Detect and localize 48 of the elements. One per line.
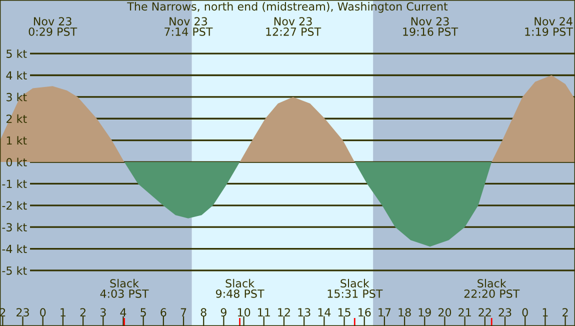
x-tick-label: 21 bbox=[458, 308, 471, 316]
y-tick-label: 2 kt bbox=[6, 114, 27, 123]
annotation: Slack 22:20 PST bbox=[464, 278, 520, 298]
x-tick-label: 9 bbox=[220, 308, 226, 317]
x-tick-label: 3 bbox=[100, 308, 106, 317]
x-tick-label: 22 bbox=[478, 308, 491, 316]
x-tick-label: 8 bbox=[200, 308, 206, 317]
annotation: Slack 9:48 PST bbox=[216, 278, 264, 298]
annotation: Nov 23 12:27 PST bbox=[266, 17, 322, 36]
x-tick-label: 6 bbox=[160, 308, 166, 317]
y-tick-label: -4 kt bbox=[2, 244, 27, 254]
y-tick-label: -3 kt bbox=[2, 222, 27, 232]
y-tick-label: 0 kt bbox=[6, 158, 27, 166]
y-tick-label: -2 kt bbox=[2, 201, 27, 210]
x-tick-label: 23 bbox=[16, 308, 29, 317]
x-tick-label: 17 bbox=[378, 308, 391, 316]
x-tick-label: 20 bbox=[438, 308, 452, 317]
x-tick-label: 23 bbox=[498, 308, 512, 317]
x-tick-label: 19 bbox=[418, 308, 431, 317]
x-tick-label: 5 bbox=[140, 308, 146, 317]
annotation: Nov 23 19:16 PST bbox=[403, 17, 458, 36]
x-tick-label: 13 bbox=[298, 308, 310, 317]
annotation: Nov 24 1:19 PST bbox=[525, 17, 574, 36]
x-tick-label: 12 bbox=[278, 308, 290, 316]
x-tick-label: 1 bbox=[542, 308, 548, 316]
annotation: Slack 15:31 PST bbox=[328, 278, 383, 298]
x-tick-label: 10 bbox=[238, 308, 250, 317]
annotation: Slack 4:03 PST bbox=[100, 278, 149, 298]
y-tick-label: 4 kt bbox=[6, 71, 27, 80]
x-tick-label: 1 bbox=[60, 308, 66, 316]
x-tick-label: 14 bbox=[318, 308, 331, 316]
x-tick-label: 16 bbox=[358, 308, 371, 317]
x-tick-label: 15 bbox=[338, 308, 350, 317]
annotation: Nov 23 0:29 PST bbox=[28, 17, 78, 36]
x-tick-label: 11 bbox=[258, 308, 270, 316]
x-tick-label: 0 bbox=[40, 308, 46, 317]
y-tick-label: -1 kt bbox=[2, 179, 27, 188]
chart-title: The Narrows, north end (midstream), Washington Current bbox=[127, 2, 448, 13]
y-tick-label: -5 kt bbox=[2, 266, 27, 275]
x-tick-label: 0 bbox=[522, 308, 528, 317]
y-tick-label: 5 kt bbox=[6, 49, 27, 58]
x-tick-label: 4 bbox=[120, 308, 126, 316]
annotation: Nov 23 7:14 PST bbox=[164, 17, 213, 36]
x-tick-label: 2 bbox=[562, 308, 568, 316]
x-tick-label: 7 bbox=[180, 308, 186, 316]
x-tick-label: 2 bbox=[80, 308, 86, 316]
y-tick-label: 1 kt bbox=[6, 136, 27, 145]
x-tick-label: 18 bbox=[398, 308, 411, 317]
